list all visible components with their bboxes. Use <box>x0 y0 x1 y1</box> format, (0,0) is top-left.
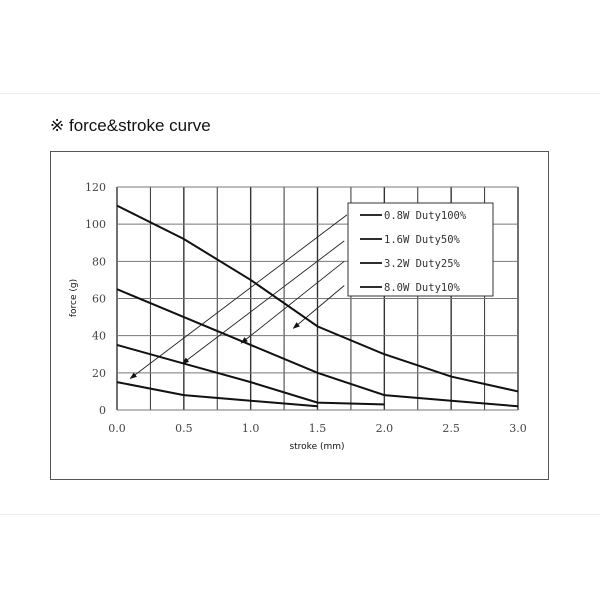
x-tick-label: 1.0 <box>242 422 260 435</box>
annotation-arrow <box>181 240 345 365</box>
y-tick-label: 20 <box>92 367 106 380</box>
y-tick-label: 60 <box>92 293 106 306</box>
page-sheet <box>0 93 600 515</box>
legend-box <box>347 202 494 297</box>
annotation-arrow <box>292 285 345 329</box>
series-line <box>116 204 519 393</box>
y-axis-label: force (g) <box>69 279 79 317</box>
x-tick-label: 2.5 <box>442 422 460 435</box>
series-line <box>116 343 385 406</box>
y-tick-label: 120 <box>85 181 106 194</box>
y-tick-label: 0 <box>99 404 106 417</box>
series-line <box>116 288 519 408</box>
x-tick-label: 2.0 <box>376 422 394 435</box>
legend-label: 1.6W Duty50% <box>384 234 461 246</box>
x-tick-label: 3.0 <box>509 422 527 435</box>
legend-label: 8.0W Duty10% <box>384 282 461 294</box>
x-tick-label: 1.5 <box>309 422 327 435</box>
annotation-arrow <box>129 214 348 379</box>
annotation-arrow <box>240 260 345 344</box>
chart-title: ※ force&stroke curve <box>50 116 211 135</box>
x-tick-label: 0.5 <box>175 422 193 435</box>
legend-label: 0.8W Duty100% <box>384 210 467 222</box>
legend-label: 3.2W Duty25% <box>384 258 461 270</box>
series-line <box>116 381 318 408</box>
x-tick-label: 0.0 <box>108 422 126 435</box>
y-tick-label: 80 <box>92 255 106 268</box>
y-tick-label: 40 <box>92 330 106 343</box>
y-tick-label: 100 <box>85 218 106 231</box>
chart-frame <box>50 151 549 480</box>
x-axis-label: stroke (mm) <box>289 442 344 452</box>
